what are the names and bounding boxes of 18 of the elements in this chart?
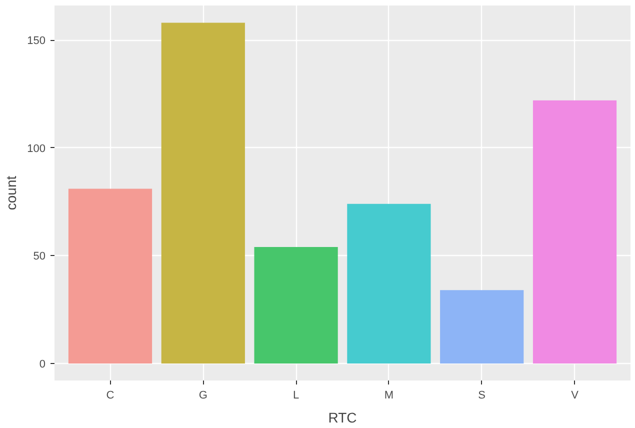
bar — [532, 100, 617, 364]
x-tick-label: G — [198, 390, 208, 402]
y-axis-title: count — [3, 176, 20, 210]
x-axis-title: RTC — [328, 410, 357, 426]
x-tick-label: M — [384, 390, 394, 402]
bar — [254, 247, 338, 364]
bar — [440, 290, 524, 364]
x-tick-label: S — [478, 390, 486, 402]
bar — [347, 204, 431, 364]
bar — [68, 188, 152, 364]
bar — [161, 22, 245, 364]
y-tick-label: 100 — [27, 142, 46, 155]
x-tick-label: C — [106, 390, 114, 402]
y-tick-label: 50 — [33, 250, 46, 263]
y-tick-label: 150 — [27, 35, 46, 48]
y-tick-label: 0 — [39, 358, 46, 370]
x-tick-label: L — [292, 390, 300, 402]
x-tick-label: V — [571, 390, 580, 402]
